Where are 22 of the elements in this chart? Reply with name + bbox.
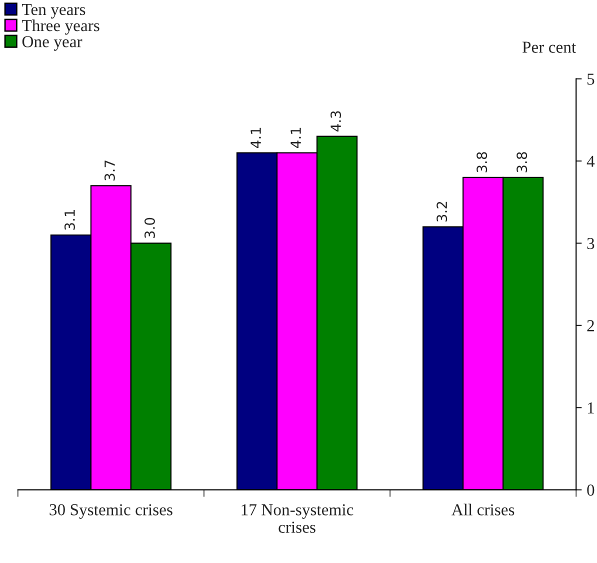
legend-label: Ten years <box>22 4 86 19</box>
data-label: 3.8 <box>476 152 488 172</box>
y-tick-label: 3 <box>587 238 594 250</box>
data-label: 4.3 <box>330 111 342 132</box>
x-tick-label: 30 Systemic crises <box>50 504 172 519</box>
data-label: 4.1 <box>290 128 301 148</box>
y-tick-label: 4 <box>586 156 595 167</box>
data-label: 3.0 <box>144 218 155 238</box>
y-tick-label: 2 <box>587 320 594 332</box>
x-tick-label: 17 Non-systemic crises <box>242 504 354 533</box>
data-label: 3.1 <box>64 210 75 230</box>
y-axis-title: Per cent <box>522 42 576 53</box>
data-label: 3.2 <box>436 202 448 222</box>
legend-label: One year <box>22 36 82 51</box>
y-tick-label: 0 <box>587 484 594 496</box>
legend-label: Three years <box>22 19 100 35</box>
data-label: 3.8 <box>516 152 528 172</box>
data-label: 3.7 <box>104 160 115 180</box>
x-tick-label: All crises <box>452 504 514 516</box>
y-tick-label: 1 <box>588 402 594 414</box>
data-label: 4.1 <box>250 128 261 148</box>
y-tick-label: 5 <box>587 74 594 85</box>
